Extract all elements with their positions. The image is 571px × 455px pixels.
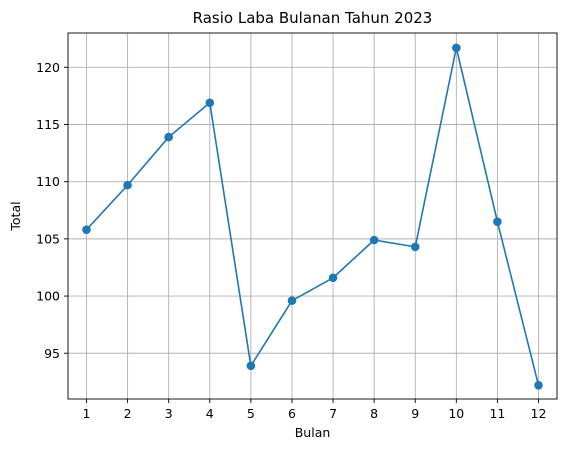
y-tick-label: 110 bbox=[36, 174, 60, 189]
y-tick-label: 105 bbox=[36, 231, 60, 246]
data-point bbox=[452, 43, 461, 53]
x-tick-label: 10 bbox=[448, 406, 464, 421]
x-tick-label: 3 bbox=[165, 406, 173, 421]
y-axis-label: Total bbox=[8, 201, 23, 231]
data-point bbox=[82, 225, 91, 235]
x-tick-label: 7 bbox=[329, 406, 337, 421]
data-point bbox=[287, 296, 297, 305]
x-axis-label: Bulan bbox=[295, 425, 331, 440]
x-tick-label: 5 bbox=[247, 406, 255, 421]
x-tick-label: 4 bbox=[206, 406, 214, 421]
x-tick-label: 1 bbox=[83, 406, 91, 421]
data-point bbox=[534, 380, 543, 390]
data-point bbox=[410, 242, 420, 252]
y-tick-label: 95 bbox=[44, 346, 60, 361]
data-point bbox=[328, 273, 338, 283]
plot-frame bbox=[67, 32, 558, 400]
y-tick-label: 115 bbox=[36, 117, 60, 132]
data-point bbox=[493, 217, 502, 227]
data-point bbox=[164, 132, 173, 142]
x-tick-label: 2 bbox=[124, 406, 132, 421]
chart-title: Rasio Laba Bulanan Tahun 2023 bbox=[193, 9, 433, 27]
x-tick-label: 6 bbox=[288, 406, 296, 421]
data-point bbox=[369, 235, 379, 245]
series-layer bbox=[82, 43, 543, 390]
series-line bbox=[85, 47, 540, 386]
data-point bbox=[205, 98, 215, 108]
y-tick-label: 100 bbox=[36, 289, 60, 304]
data-point bbox=[123, 180, 132, 190]
x-tick-label: 9 bbox=[411, 406, 419, 421]
grid-lines bbox=[68, 33, 557, 399]
x-tick-label: 12 bbox=[531, 406, 547, 421]
y-tick-label: 120 bbox=[36, 60, 60, 75]
data-point bbox=[246, 361, 256, 371]
x-tick-label: 8 bbox=[370, 406, 378, 421]
x-tick-label: 11 bbox=[489, 406, 505, 421]
